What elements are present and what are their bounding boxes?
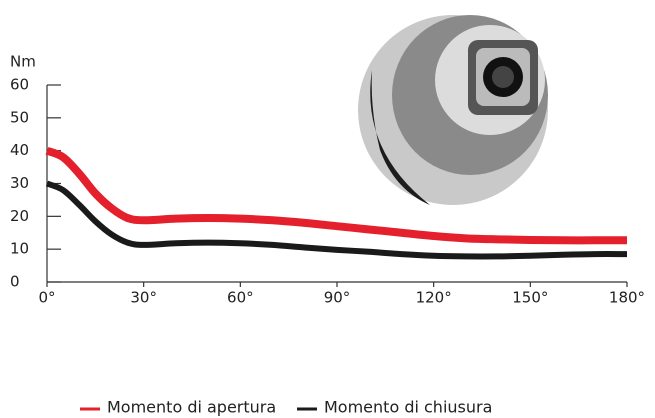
x-tick-label: 0° — [38, 289, 55, 307]
x-tick-label: 60° — [227, 289, 254, 307]
y-tick-label: 40 — [10, 141, 29, 159]
y-axis-label: Nm — [10, 53, 36, 71]
x-tick-label: 30° — [130, 289, 157, 307]
x-tick-label: 90° — [324, 289, 351, 307]
y-tick-label: 60 — [10, 76, 29, 94]
product-photo — [358, 15, 548, 205]
x-tick-label: 120° — [416, 289, 452, 307]
legend-label: Momento di apertura — [107, 398, 276, 417]
legend-label: Momento di chiusura — [324, 398, 492, 417]
x-tick-label: 180° — [609, 289, 645, 307]
y-tick-label: 30 — [10, 174, 29, 192]
series-line — [45, 146, 627, 245]
series-line — [45, 180, 628, 260]
y-tick-label: 50 — [10, 108, 29, 126]
x-tick-label: 150° — [512, 289, 548, 307]
y-tick-label: 0 — [10, 273, 20, 291]
y-tick-label: 10 — [10, 240, 29, 258]
y-tick-label: 20 — [10, 207, 29, 225]
